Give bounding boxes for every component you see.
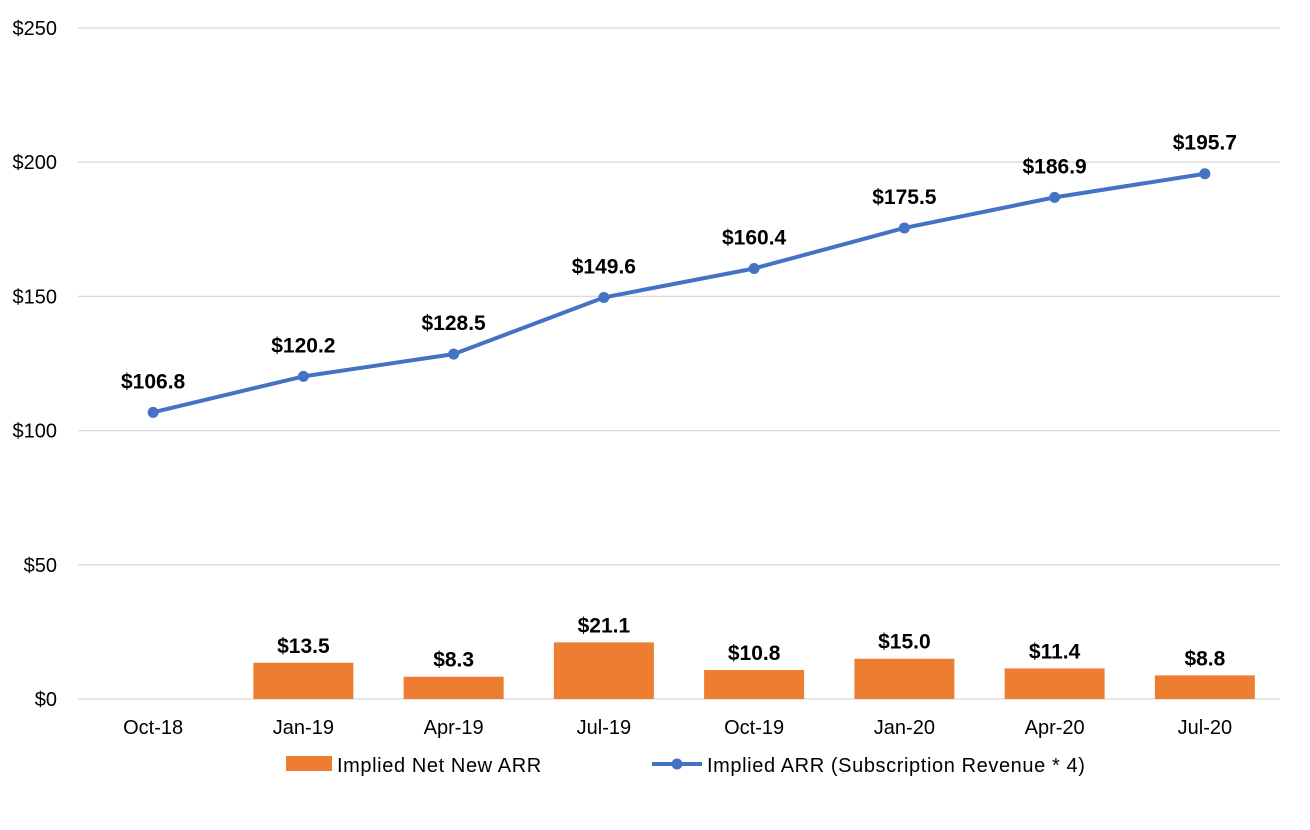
bar-net-new-arr <box>403 676 504 699</box>
bar-data-label: $13.5 <box>277 635 330 658</box>
y-tick-label: $200 <box>13 152 58 174</box>
bar-net-new-arr <box>704 670 805 699</box>
x-tick-label: Jan-19 <box>273 717 334 739</box>
line-data-label: $106.8 <box>121 370 186 393</box>
bar-data-label: $8.8 <box>1184 647 1225 670</box>
line-point <box>898 222 910 234</box>
bar-data-label: $10.8 <box>728 642 781 665</box>
line-series <box>147 168 1211 418</box>
data-labels: $13.5 $8.3 $21.1 $10.8 $15.0 $11.4 $8.8 $106.8 $… <box>121 132 1237 672</box>
legend-label-implied-arr: Implied ARR (Subscription Revenue * 4) <box>707 755 1086 777</box>
y-axis-tick-labels: $0 $50 $100 $150 $200 $250 <box>13 18 58 711</box>
x-tick-label: Jul-20 <box>1178 717 1232 739</box>
y-tick-label: $0 <box>35 689 57 711</box>
bar-data-label: $11.4 <box>1029 640 1081 663</box>
x-axis-tick-labels: Oct-18 Jan-19 Apr-19 Jul-19 Oct-19 Jan-20 Apr-… <box>123 717 1232 739</box>
line-data-label: $175.5 <box>872 186 937 209</box>
bar-net-new-arr <box>1004 668 1105 699</box>
bar-data-label: $8.3 <box>433 649 474 672</box>
x-tick-label: Oct-18 <box>123 717 183 739</box>
legend-swatch-bar <box>286 756 332 771</box>
line-data-label: $160.4 <box>722 226 787 249</box>
x-tick-label: Apr-20 <box>1025 717 1085 739</box>
legend-swatch-marker <box>671 758 683 770</box>
line-point <box>1049 191 1061 203</box>
bar-net-new-arr <box>553 642 654 699</box>
line-point <box>1199 168 1211 180</box>
line-point <box>448 348 460 360</box>
line-data-label: $120.2 <box>271 334 335 357</box>
legend: Implied Net New ARR Implied ARR (Subscrip… <box>286 755 1086 777</box>
bar-net-new-arr <box>253 662 354 699</box>
y-tick-label: $150 <box>13 286 58 308</box>
line-point <box>748 262 760 274</box>
bar-data-label: $21.1 <box>578 614 631 637</box>
line-data-label: $186.9 <box>1023 155 1087 178</box>
bar-net-new-arr <box>1154 675 1255 699</box>
bar-data-label: $15.0 <box>878 631 931 654</box>
line-point <box>598 291 610 303</box>
line-point <box>297 370 309 382</box>
line-data-label: $128.5 <box>422 312 487 335</box>
y-tick-label: $100 <box>13 421 58 443</box>
x-tick-label: Jan-20 <box>874 717 935 739</box>
x-tick-label: Apr-19 <box>424 717 484 739</box>
x-tick-label: Oct-19 <box>724 717 784 739</box>
line-point <box>147 406 159 418</box>
x-tick-label: Jul-19 <box>577 717 631 739</box>
y-tick-label: $250 <box>13 18 58 40</box>
line-implied-arr <box>152 171 1206 415</box>
y-tick-label: $50 <box>24 555 57 577</box>
gridlines <box>78 27 1280 700</box>
line-data-label: $195.7 <box>1173 132 1237 155</box>
bar-net-new-arr <box>854 658 955 699</box>
line-data-label: $149.6 <box>572 255 636 278</box>
bar-series <box>253 642 1255 699</box>
legend-label-net-new-arr: Implied Net New ARR <box>337 755 542 777</box>
